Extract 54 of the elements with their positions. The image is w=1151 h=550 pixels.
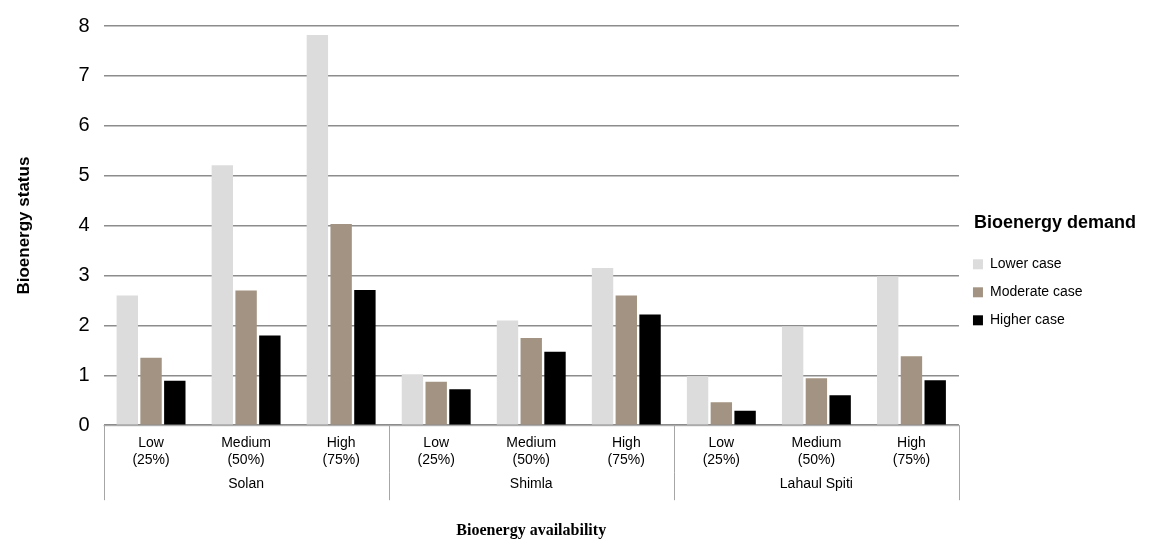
legend-label: Lower case [989,255,1062,272]
bar [686,376,709,425]
y-tick-label: 5 [78,163,90,186]
text: Shimla [509,475,553,492]
x-tick-label: Medium (50%) [791,434,842,468]
text: Lahaul Spiti [779,475,853,492]
bar [164,380,186,425]
y-axis-title: Bioenergy status [13,156,33,295]
bar [140,357,162,425]
y-tick-label: 7 [78,63,90,86]
text: Solan [228,475,264,492]
legend-label: Moderate case [989,283,1083,300]
y-tick-label: 1 [78,362,90,385]
bar [805,378,828,425]
bar [425,381,447,425]
x-tick-label: High (75%) [322,434,360,468]
bar [544,351,566,425]
bar [449,389,471,425]
x-axis-title: Bioenergy availability [456,520,607,539]
bar [781,326,804,425]
legend-label: Higher case [989,311,1065,328]
bar [211,165,234,425]
bar [734,410,756,425]
y-tick-label: 0 [78,412,90,435]
bar [924,380,946,425]
bar [639,314,661,425]
y-tick-label: 8 [78,13,90,36]
bar [354,289,376,425]
bar [116,295,138,425]
bar [496,320,519,425]
bar [829,395,851,425]
x-tick-label: High (75%) [892,434,931,468]
bar [306,34,329,425]
bar [330,224,352,425]
bar [401,374,424,425]
x-tick-label: Medium (50%) [221,434,271,468]
x-tick-label: Low (25%) [417,434,455,468]
bar [259,335,281,425]
y-tick-label: 6 [78,113,90,136]
x-tick-label: Low (25%) [702,434,741,468]
x-tick-label: Low (25%) [132,434,170,468]
x-tick-label: Medium (50%) [506,434,557,468]
y-tick-label: 3 [78,263,90,286]
y-tick-label: 4 [78,213,90,236]
legend-title: Bioenergy demand [973,211,1137,232]
bar [520,337,542,425]
bar [900,356,923,425]
bar [591,268,614,425]
bar [876,276,899,425]
y-tick-label: 2 [78,312,90,335]
bar [710,402,733,425]
x-tick-label: High (75%) [607,434,645,468]
bar [235,290,257,425]
bar [615,295,637,425]
